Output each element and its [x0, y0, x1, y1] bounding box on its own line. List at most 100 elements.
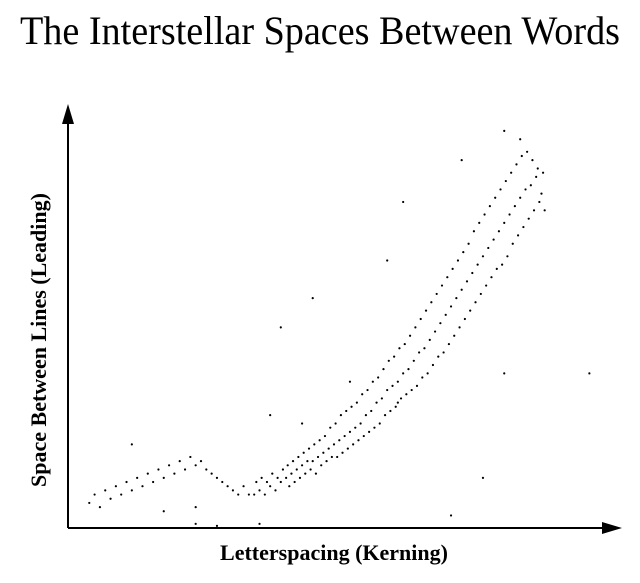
scatter-point: [428, 338, 431, 341]
scatter-point: [529, 184, 532, 187]
scatter-point: [456, 259, 460, 262]
scatter-point: [194, 464, 197, 467]
scatter-point: [444, 313, 447, 316]
scatter-point: [183, 468, 187, 471]
scatter-point: [114, 485, 117, 488]
scatter-point: [130, 489, 133, 492]
x-axis-arrow: [602, 522, 622, 534]
scatter-point: [334, 422, 337, 425]
scatter-point: [524, 188, 527, 191]
scatter-point: [481, 255, 485, 258]
scatter-point: [389, 409, 392, 413]
scatter-point: [508, 213, 511, 216]
scatter-point: [357, 439, 360, 442]
scatter-point: [402, 200, 405, 204]
scatter-point: [323, 434, 327, 438]
scatter-point: [515, 163, 518, 166]
scatter-point: [288, 485, 291, 488]
scatter-point: [361, 393, 364, 396]
scatter-point: [215, 476, 219, 479]
scatter-point: [281, 468, 285, 471]
scatter-point: [520, 154, 523, 158]
scatter-point: [510, 171, 513, 174]
scatter-point: [286, 464, 289, 467]
scatter-point: [532, 209, 536, 212]
scatter-point: [437, 355, 440, 358]
scatter-point: [378, 422, 381, 425]
scatter-point: [346, 447, 349, 450]
scatter-point: [485, 284, 488, 287]
scatter-point: [463, 317, 466, 321]
scatter-point: [345, 409, 348, 413]
scatter-point: [415, 384, 419, 387]
scatter-point: [455, 297, 458, 300]
scatter-point: [98, 506, 102, 509]
scatter-point: [402, 372, 405, 375]
scatter-point: [519, 138, 522, 141]
scatter-point: [269, 414, 272, 417]
scatter-point: [260, 476, 263, 479]
scatter-point: [536, 167, 539, 170]
scatter-point: [538, 200, 541, 204]
scatter-point: [414, 326, 417, 329]
scatter-point: [152, 480, 155, 484]
scatter-point: [407, 368, 410, 371]
scatter-point: [513, 205, 516, 208]
scatter-point: [307, 447, 311, 450]
scatter-point: [226, 485, 229, 488]
scatter-point: [458, 326, 461, 329]
scatter-point: [476, 263, 479, 266]
scatter-point: [516, 234, 520, 237]
scatter-point: [408, 334, 412, 337]
scatter-point: [210, 472, 213, 475]
scatter-point: [368, 430, 371, 433]
scatter-point: [543, 209, 546, 212]
scatter-point: [295, 468, 298, 471]
scatter-point: [325, 460, 328, 463]
scatter-point: [474, 301, 477, 304]
scatter-point: [423, 347, 426, 350]
scatter-point: [297, 455, 300, 459]
scatter-point: [540, 192, 543, 195]
scatter-point: [435, 292, 438, 296]
scatter-point: [449, 514, 453, 517]
scatter-point: [199, 460, 203, 463]
scatter-point: [269, 485, 272, 488]
scatter-point: [332, 443, 336, 446]
scatter-point: [341, 451, 344, 454]
scatter-point: [205, 468, 208, 471]
scatter-point: [483, 213, 486, 216]
scatter-point: [394, 405, 397, 408]
scatter-point: [329, 426, 332, 429]
scatter-point: [499, 188, 502, 191]
scatter-point: [541, 171, 545, 174]
scatter-point: [258, 522, 261, 525]
scatter-point: [421, 376, 424, 379]
scatter-point: [104, 489, 107, 492]
scatter-point: [412, 359, 415, 362]
scatter-point: [343, 434, 346, 438]
scatter-point: [526, 150, 529, 153]
scatter-point: [488, 205, 491, 208]
scatter-point: [291, 460, 295, 463]
scatter-point: [314, 472, 318, 475]
scatter-point: [391, 384, 394, 387]
scatter-point: [265, 480, 269, 484]
scatter-point: [495, 267, 498, 270]
scatter-point: [535, 175, 538, 178]
scatter-point: [366, 388, 369, 392]
scatter-point: [364, 414, 368, 417]
scatter-point: [371, 380, 374, 383]
scatter-point: [487, 246, 490, 250]
scatter-point: [146, 472, 149, 475]
scatter-point: [293, 480, 296, 484]
scatter-point: [377, 376, 380, 379]
scatter-point: [215, 524, 219, 528]
scatter-point: [300, 422, 304, 425]
scatter-point: [279, 326, 282, 329]
y-axis-label: Space Between Lines (Leading): [26, 193, 51, 487]
scatter-point: [447, 342, 451, 346]
scatter-point: [430, 301, 433, 304]
scatter-point: [386, 259, 389, 262]
